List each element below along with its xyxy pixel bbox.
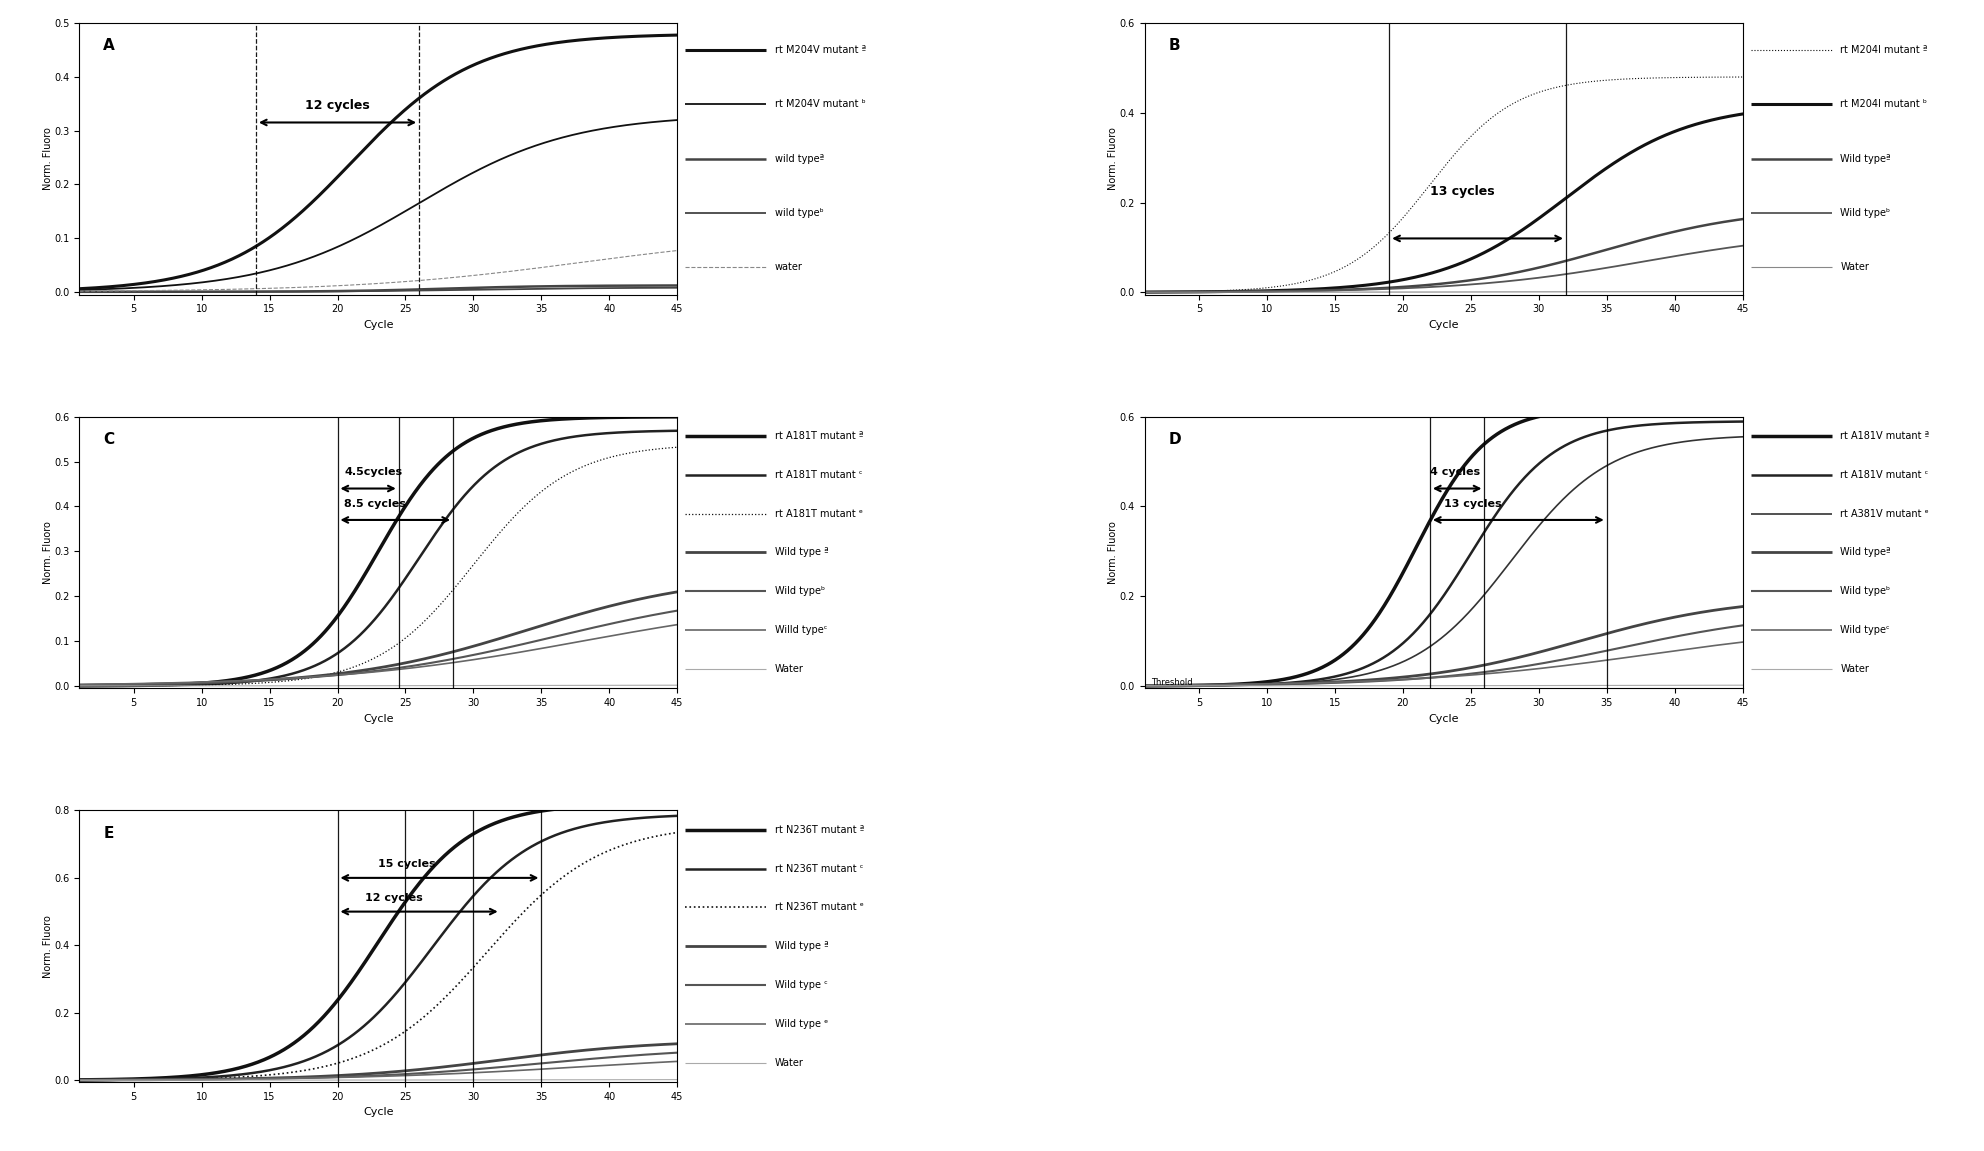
Text: rt N236T mutant ᵉ: rt N236T mutant ᵉ xyxy=(776,902,863,913)
Text: Wild typeᵇ: Wild typeᵇ xyxy=(776,586,825,596)
Text: Threshold: Threshold xyxy=(1151,678,1192,687)
Text: rt M204I mutant ᵇ: rt M204I mutant ᵇ xyxy=(1841,99,1926,109)
Text: Water: Water xyxy=(776,664,804,673)
Text: 4.5cycles: 4.5cycles xyxy=(345,467,403,478)
Text: wild typeª: wild typeª xyxy=(776,154,823,163)
Text: rt A381V mutant ᵉ: rt A381V mutant ᵉ xyxy=(1841,509,1928,519)
Text: Water: Water xyxy=(1841,664,1869,673)
Y-axis label: Norm. Fluoro: Norm. Fluoro xyxy=(1109,128,1119,190)
X-axis label: Cycle: Cycle xyxy=(363,1107,393,1118)
Text: Wild type ᵉ: Wild type ᵉ xyxy=(776,1019,827,1029)
Text: rt A181T mutant ᶜ: rt A181T mutant ᶜ xyxy=(776,470,863,480)
Text: B: B xyxy=(1169,38,1180,53)
Text: A: A xyxy=(103,38,115,53)
Text: rt A181T mutant ª: rt A181T mutant ª xyxy=(776,432,863,441)
X-axis label: Cycle: Cycle xyxy=(1428,714,1458,724)
Text: rt M204V mutant ª: rt M204V mutant ª xyxy=(776,45,867,55)
Y-axis label: Norm. Fluoro: Norm. Fluoro xyxy=(1109,521,1119,584)
Text: Wild typeᵇ: Wild typeᵇ xyxy=(1841,586,1891,596)
Text: rt N236T mutant ᶜ: rt N236T mutant ᶜ xyxy=(776,863,863,874)
Text: 15 cycles: 15 cycles xyxy=(379,860,436,869)
Text: Wild type ª: Wild type ª xyxy=(776,942,829,951)
Text: D: D xyxy=(1169,432,1180,447)
Text: Wild type ᶜ: Wild type ᶜ xyxy=(776,980,827,990)
Text: Wild type ª: Wild type ª xyxy=(776,548,829,557)
Text: Wild typeᶜ: Wild typeᶜ xyxy=(1841,625,1891,635)
Text: 12 cycles: 12 cycles xyxy=(365,893,423,904)
Text: rt A181V mutant ª: rt A181V mutant ª xyxy=(1841,432,1930,441)
Text: water: water xyxy=(776,262,804,273)
Text: rt A181T mutant ᵉ: rt A181T mutant ᵉ xyxy=(776,509,863,519)
Text: Water: Water xyxy=(1841,262,1869,273)
Y-axis label: Norm. Fluoro: Norm. Fluoro xyxy=(44,128,54,190)
Text: Water: Water xyxy=(776,1058,804,1067)
Text: 8.5 cycles: 8.5 cycles xyxy=(345,498,407,509)
Text: E: E xyxy=(103,825,113,840)
Text: C: C xyxy=(103,432,115,447)
Text: 12 cycles: 12 cycles xyxy=(306,99,369,112)
Text: rt M204V mutant ᵇ: rt M204V mutant ᵇ xyxy=(776,99,865,109)
Y-axis label: Norm. Fluoro: Norm. Fluoro xyxy=(44,521,54,584)
Text: 4 cycles: 4 cycles xyxy=(1430,467,1480,478)
Text: Willd typeᶜ: Willd typeᶜ xyxy=(776,625,827,635)
Text: wild typeᵇ: wild typeᵇ xyxy=(776,208,823,218)
Text: 13 cycles: 13 cycles xyxy=(1430,185,1494,198)
X-axis label: Cycle: Cycle xyxy=(363,714,393,724)
X-axis label: Cycle: Cycle xyxy=(1428,320,1458,330)
Text: Wild typeª: Wild typeª xyxy=(1841,548,1891,557)
Text: rt A181V mutant ᶜ: rt A181V mutant ᶜ xyxy=(1841,470,1928,480)
Y-axis label: Norm. Fluoro: Norm. Fluoro xyxy=(44,915,54,977)
Text: Wild typeª: Wild typeª xyxy=(1841,154,1891,163)
Text: rt N236T mutant ª: rt N236T mutant ª xyxy=(776,825,865,834)
Text: Wild typeᵇ: Wild typeᵇ xyxy=(1841,208,1891,218)
Text: rt M204I mutant ª: rt M204I mutant ª xyxy=(1841,45,1928,55)
Text: 13 cycles: 13 cycles xyxy=(1444,498,1502,509)
X-axis label: Cycle: Cycle xyxy=(363,320,393,330)
